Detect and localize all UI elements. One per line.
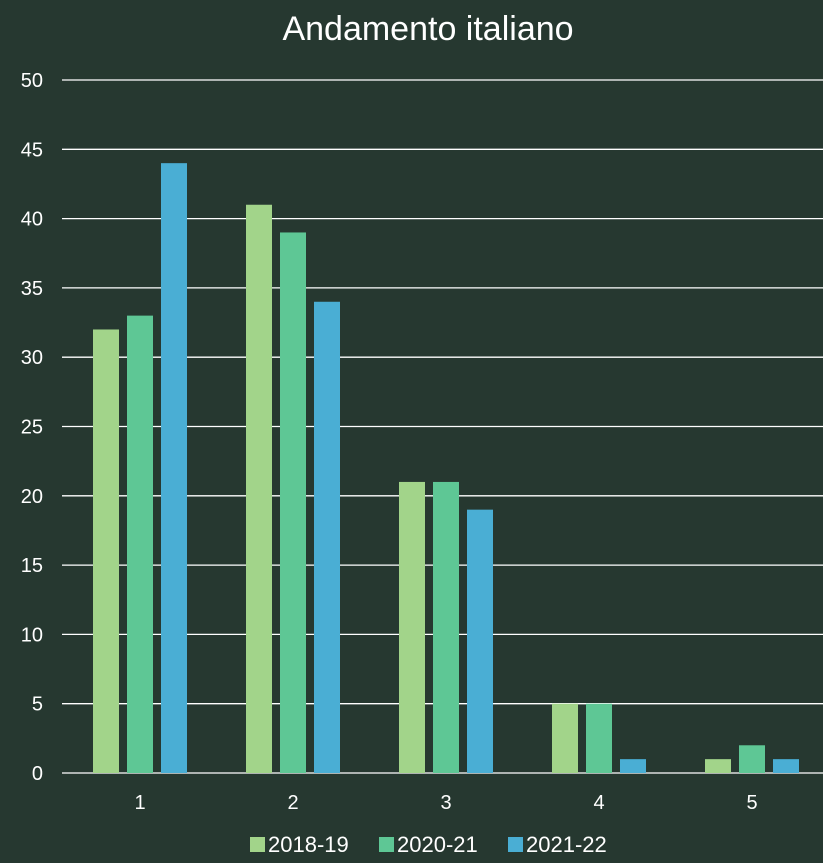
bar-2020-21-2 [280, 232, 306, 773]
y-tick-label: 40 [21, 209, 43, 231]
x-axis-tick-labels: 1 2 3 4 5 [134, 792, 757, 814]
bar-2021-22-3 [467, 509, 493, 773]
bar-2018-19-5 [705, 759, 731, 773]
y-tick-label: 15 [21, 555, 43, 577]
bar-2020-21-4 [586, 703, 612, 773]
y-tick-label: 35 [21, 278, 43, 300]
x-tick-label: 4 [593, 792, 604, 814]
y-tick-label: 5 [32, 694, 43, 716]
bar-2018-19-1 [93, 329, 119, 773]
x-tick-label: 2 [287, 792, 298, 814]
bar-2021-22-1 [161, 163, 187, 773]
bar-2021-22-2 [314, 301, 340, 773]
y-tick-label: 0 [32, 763, 43, 785]
bar-2020-21-5 [739, 745, 765, 773]
y-tick-label: 50 [21, 70, 43, 92]
legend-label: 2018-19 [268, 832, 349, 857]
y-axis-tick-labels: 0 5 10 15 20 25 30 35 40 45 50 [21, 70, 43, 785]
bar-2020-21-3 [433, 481, 459, 773]
y-tick-label: 45 [21, 139, 43, 161]
bar-2021-22-5 [773, 759, 799, 773]
y-tick-label: 10 [21, 624, 43, 646]
chart-title: Andamento italiano [282, 10, 573, 48]
x-tick-label: 5 [746, 792, 757, 814]
bar-2021-22-4 [620, 759, 646, 773]
y-tick-label: 25 [21, 417, 43, 439]
legend-swatch [508, 837, 523, 852]
bar-2020-21-1 [127, 315, 153, 773]
bars [93, 163, 799, 774]
legend-swatch [379, 837, 394, 852]
y-tick-label: 20 [21, 486, 43, 508]
legend-swatch [250, 837, 265, 852]
legend-label: 2020-21 [397, 832, 478, 857]
bar-2018-19-2 [246, 204, 272, 774]
legend: 2018-19 2020-21 2021-22 [250, 832, 607, 857]
x-tick-label: 1 [134, 792, 145, 814]
bar-2018-19-4 [552, 703, 578, 773]
y-tick-label: 30 [21, 347, 43, 369]
x-tick-label: 3 [440, 792, 451, 814]
legend-label: 2021-22 [526, 832, 607, 857]
bar-2018-19-3 [399, 481, 425, 773]
